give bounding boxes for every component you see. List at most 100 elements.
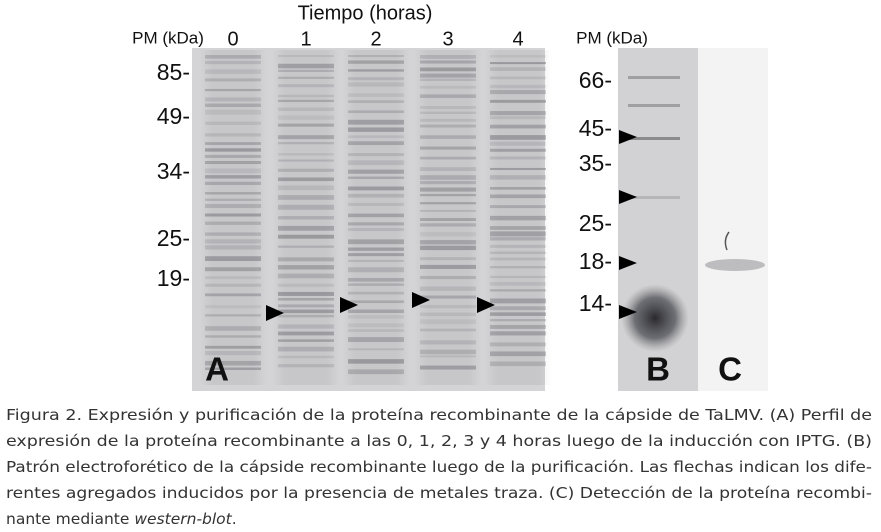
band (278, 55, 334, 58)
band (420, 355, 476, 358)
band (348, 348, 404, 351)
band (420, 94, 476, 98)
band (348, 82, 404, 87)
band (348, 329, 404, 332)
band (348, 169, 404, 174)
band (490, 312, 546, 316)
band (205, 345, 261, 349)
band (420, 55, 476, 59)
band (348, 186, 404, 191)
band (278, 204, 334, 210)
band (205, 267, 261, 272)
arrow (266, 305, 284, 321)
band (628, 137, 680, 140)
band (420, 257, 476, 261)
band (205, 283, 261, 287)
band (205, 175, 261, 179)
band (278, 99, 334, 103)
caption-text: . (232, 510, 237, 528)
band (278, 339, 334, 342)
lane-label: 3 (442, 28, 453, 50)
arrow (619, 130, 637, 144)
band (348, 267, 404, 273)
band (278, 69, 334, 72)
band (205, 109, 261, 115)
band (420, 304, 476, 309)
blot-band (705, 259, 765, 271)
band (490, 67, 546, 71)
marker-label: 25- (579, 210, 612, 236)
panel-letter: B (646, 351, 670, 388)
band (420, 60, 476, 64)
marker-label: 45- (579, 115, 612, 141)
lane-label: 1 (300, 28, 311, 50)
marker-label: 14- (579, 290, 612, 316)
marker-label: 85- (157, 59, 190, 85)
band (348, 202, 404, 206)
band (348, 359, 404, 364)
gel-c (698, 48, 768, 391)
band (205, 103, 261, 108)
band (205, 181, 261, 185)
band (278, 245, 334, 248)
band (490, 141, 546, 146)
band (348, 337, 404, 342)
band (420, 78, 476, 81)
band (420, 124, 476, 128)
band (490, 251, 546, 255)
band (490, 99, 546, 103)
lane (199, 50, 267, 385)
band (420, 240, 476, 245)
caption-line: Figura 2. Expresión y purificación de la… (6, 406, 872, 424)
marker-label: 18- (579, 248, 612, 274)
band (205, 276, 261, 280)
band (420, 209, 476, 212)
band (420, 180, 476, 185)
arrow (619, 305, 637, 319)
band (278, 304, 334, 308)
band (278, 185, 334, 191)
band (420, 286, 476, 291)
band (490, 289, 546, 292)
band (278, 84, 334, 88)
band (420, 111, 476, 115)
band (278, 314, 334, 318)
band (420, 218, 476, 222)
band (420, 73, 476, 78)
band (490, 266, 546, 269)
band (205, 133, 261, 137)
band (278, 63, 334, 69)
band (420, 275, 476, 280)
band (490, 275, 546, 279)
band (278, 298, 334, 301)
band (348, 77, 404, 81)
band (348, 176, 404, 179)
band (490, 257, 546, 261)
band (348, 369, 404, 375)
band (205, 367, 261, 371)
band (490, 351, 546, 357)
caption-line: nante mediante western-blot. (6, 510, 237, 528)
band (205, 161, 261, 165)
band (278, 225, 334, 231)
band (348, 291, 404, 295)
band (490, 156, 546, 160)
band (628, 104, 680, 107)
band (205, 88, 261, 92)
band (490, 76, 546, 80)
band (348, 309, 404, 313)
band (420, 232, 476, 237)
lane (414, 50, 482, 385)
band (348, 247, 404, 251)
band (348, 227, 404, 232)
band (420, 146, 476, 150)
marker-label: 34- (157, 158, 190, 184)
band (278, 283, 334, 287)
band (348, 278, 404, 282)
panel-letter: C (718, 351, 742, 388)
band (490, 319, 546, 322)
arrow (340, 297, 358, 313)
marker-label: 19- (157, 265, 190, 291)
band (278, 331, 334, 336)
band (278, 123, 334, 127)
